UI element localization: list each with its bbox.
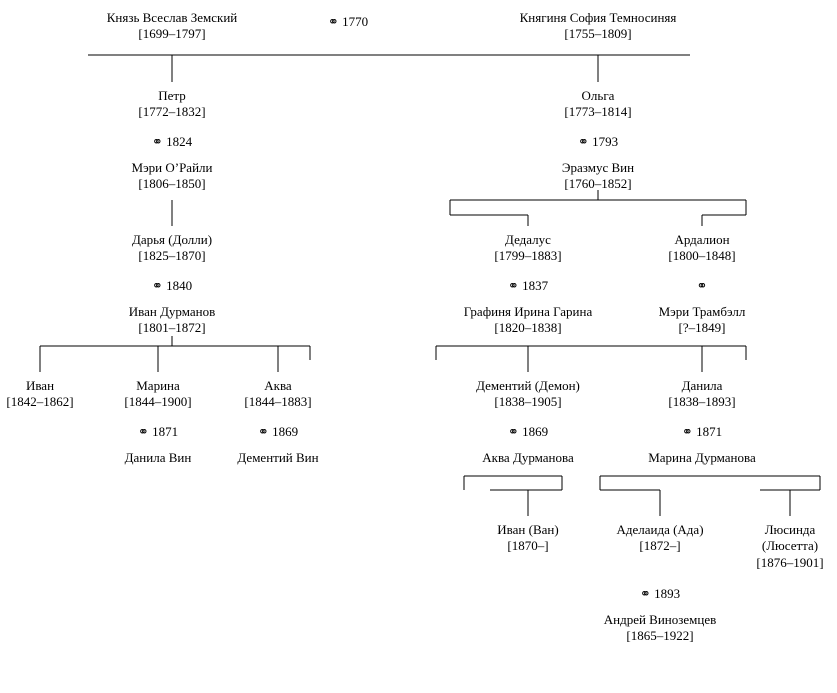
marriage-1824: ⚭ 1824 [122, 134, 222, 150]
person-name-alt: (Люсетта) [670, 538, 837, 554]
person-name: Марина Дурманова [582, 450, 822, 466]
person-olga: Ольга [1773–1814] [478, 88, 718, 121]
person-dates: [1844–1883] [158, 394, 398, 410]
marriage-year: 1871 [152, 424, 178, 439]
person-andrey: Андрей Виноземцев [1865–1922] [540, 612, 780, 645]
person-dates: [1825–1870] [52, 248, 292, 264]
marriage-1871a: ⚭ 1871 [108, 424, 208, 440]
person-erasmus: Эразмус Вин [1760–1852] [478, 160, 718, 193]
marriage-1869a: ⚭ 1869 [228, 424, 328, 440]
marriage-icon: ⚭ [640, 586, 651, 601]
person-mary: Мэри О’Райли [1806–1850] [52, 160, 292, 193]
person-name: Петр [52, 88, 292, 104]
marriage-icon: ⚭ [138, 424, 149, 439]
person-dementy-vin: Дементий Вин [158, 450, 398, 466]
marriage-icon: ⚭ [508, 278, 519, 293]
marriage-1871b: ⚭ 1871 [652, 424, 752, 440]
person-name: Дементий Вин [158, 450, 398, 466]
marriage-icon: ⚭ [152, 278, 163, 293]
person-trumball: Мэри Трамбэлл [?–1849] [582, 304, 822, 337]
person-ivan-durmanov: Иван Дурманов [1801–1872] [52, 304, 292, 337]
person-name: Княгиня София Темносиняя [478, 10, 718, 26]
person-dates: [1800–1848] [582, 248, 822, 264]
person-name: Ольга [478, 88, 718, 104]
person-name: Люсинда [670, 522, 837, 538]
person-name: Иван Дурманов [52, 304, 292, 320]
person-dates: [1838–1893] [582, 394, 822, 410]
person-dates: [1806–1850] [52, 176, 292, 192]
person-ardalion: Ардалион [1800–1848] [582, 232, 822, 265]
person-name: Данила [582, 378, 822, 394]
person-name: Дарья (Долли) [52, 232, 292, 248]
marriage-1837: ⚭ 1837 [478, 278, 578, 294]
person-dolly: Дарья (Долли) [1825–1870] [52, 232, 292, 265]
family-tree: Князь Всеслав Земский [1699–1797] ⚭ 1770… [0, 0, 837, 693]
marriage-year: 1840 [166, 278, 192, 293]
person-name: Андрей Виноземцев [540, 612, 780, 628]
marriage-year: 1837 [522, 278, 548, 293]
marriage-year: 1770 [342, 14, 368, 29]
person-name: Эразмус Вин [478, 160, 718, 176]
person-dates: [1699–1797] [52, 26, 292, 42]
marriage-icon: ⚭ [697, 278, 708, 293]
marriage-icon: ⚭ [682, 424, 693, 439]
marriage-year: 1893 [654, 586, 680, 601]
marriage-year: 1871 [696, 424, 722, 439]
marriage-year: 1793 [592, 134, 618, 149]
person-name: Князь Всеслав Земский [52, 10, 292, 26]
person-sofia: Княгиня София Темносиняя [1755–1809] [478, 10, 718, 43]
person-dates: [1876–1901] [670, 555, 837, 571]
marriage-icon: ⚭ [258, 424, 269, 439]
person-name: Аква [158, 378, 398, 394]
marriage-1869b: ⚭ 1869 [478, 424, 578, 440]
person-aqua: Аква [1844–1883] [158, 378, 398, 411]
marriage-icon: ⚭ [578, 134, 589, 149]
person-petr: Петр [1772–1832] [52, 88, 292, 121]
marriage-1840: ⚭ 1840 [122, 278, 222, 294]
person-marina-durmanova: Марина Дурманова [582, 450, 822, 466]
person-dates: [1773–1814] [478, 104, 718, 120]
person-vseslav: Князь Всеслав Земский [1699–1797] [52, 10, 292, 43]
person-name: Мэри Трамбэлл [582, 304, 822, 320]
marriage-ardalion: ⚭ [652, 278, 752, 294]
person-dates: [1760–1852] [478, 176, 718, 192]
person-dates: [?–1849] [582, 320, 822, 336]
person-lucette: Люсинда (Люсетта) [1876–1901] [670, 522, 837, 571]
marriage-year: 1869 [522, 424, 548, 439]
person-name: Ардалион [582, 232, 822, 248]
person-dates: [1801–1872] [52, 320, 292, 336]
marriage-icon: ⚭ [152, 134, 163, 149]
marriage-year: 1869 [272, 424, 298, 439]
person-dates: [1865–1922] [540, 628, 780, 644]
person-danila: Данила [1838–1893] [582, 378, 822, 411]
person-dates: [1772–1832] [52, 104, 292, 120]
marriage-1893: ⚭ 1893 [610, 586, 710, 602]
marriage-1770: ⚭ 1770 [298, 14, 398, 30]
person-name: Мэри О’Райли [52, 160, 292, 176]
marriage-icon: ⚭ [508, 424, 519, 439]
marriage-1793: ⚭ 1793 [548, 134, 648, 150]
marriage-icon: ⚭ [328, 14, 339, 29]
person-dates: [1755–1809] [478, 26, 718, 42]
marriage-year: 1824 [166, 134, 192, 149]
